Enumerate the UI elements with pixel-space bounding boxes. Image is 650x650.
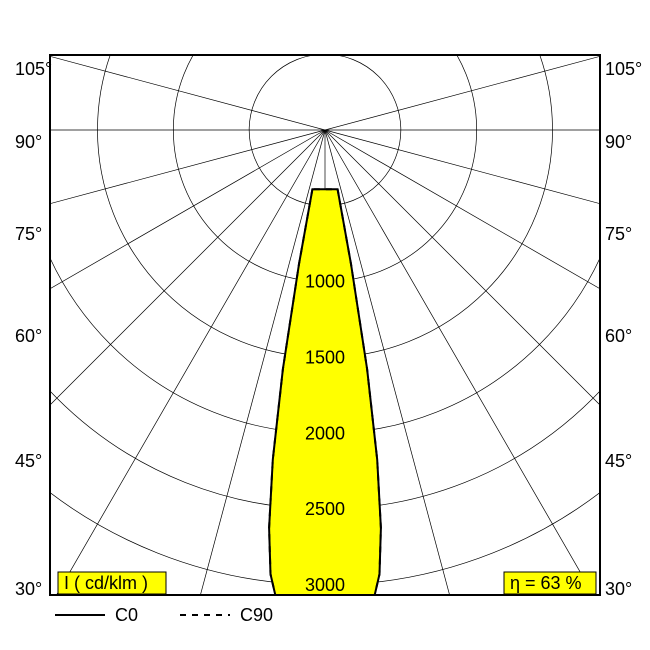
angle-label-right: 60° [605, 326, 632, 346]
polar-chart-container: 1000 1500 2000 2500 3000 105° 90° 75° 60° 45° 30° 1… [0, 0, 650, 650]
angle-label-right: 90° [605, 132, 632, 152]
ring-label: 3000 [305, 575, 345, 595]
ring-label: 1000 [305, 272, 345, 292]
angle-label-left: 45° [15, 451, 42, 471]
angle-label-right: 75° [605, 224, 632, 244]
legend-label-c90: C90 [240, 605, 273, 625]
ring-label: 2500 [305, 499, 345, 519]
angle-label-right: 30° [605, 579, 632, 599]
angle-label-left: 30° [15, 579, 42, 599]
angle-label-left: 60° [15, 326, 42, 346]
angle-label-right: 45° [605, 451, 632, 471]
distribution-lobe-fill [269, 189, 381, 609]
polar-chart-svg: 1000 1500 2000 2500 3000 105° 90° 75° 60° 45° 30° 1… [0, 0, 650, 650]
angle-label-left: 90° [15, 132, 42, 152]
angle-label-right: 105° [605, 59, 642, 79]
legend-label-c0: C0 [115, 605, 138, 625]
ring-label: 1500 [305, 348, 345, 368]
legend-text-right: η = 63 % [510, 573, 582, 593]
angle-label-left: 105° [15, 59, 52, 79]
angle-label-left: 75° [15, 224, 42, 244]
legend-text-left: I ( cd/klm ) [64, 573, 148, 593]
ring-label: 2000 [305, 423, 345, 443]
